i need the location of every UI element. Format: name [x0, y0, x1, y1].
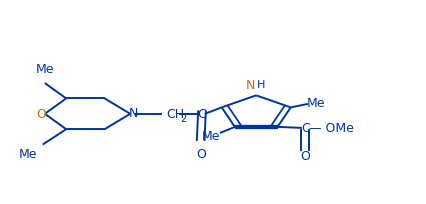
Text: C: C: [197, 108, 206, 121]
Text: O: O: [36, 108, 46, 121]
Text: — OMe: — OMe: [308, 122, 353, 135]
Text: CH: CH: [166, 108, 184, 121]
Text: Me: Me: [201, 129, 220, 142]
Text: Me: Me: [306, 96, 325, 109]
Text: H: H: [256, 80, 265, 90]
Text: O: O: [299, 149, 310, 162]
Text: O: O: [195, 147, 205, 161]
Text: N: N: [245, 78, 255, 91]
Text: Me: Me: [35, 63, 54, 76]
Text: C: C: [300, 122, 309, 135]
Text: 2: 2: [180, 114, 187, 124]
Text: Me: Me: [18, 147, 37, 161]
Text: N: N: [129, 107, 138, 120]
